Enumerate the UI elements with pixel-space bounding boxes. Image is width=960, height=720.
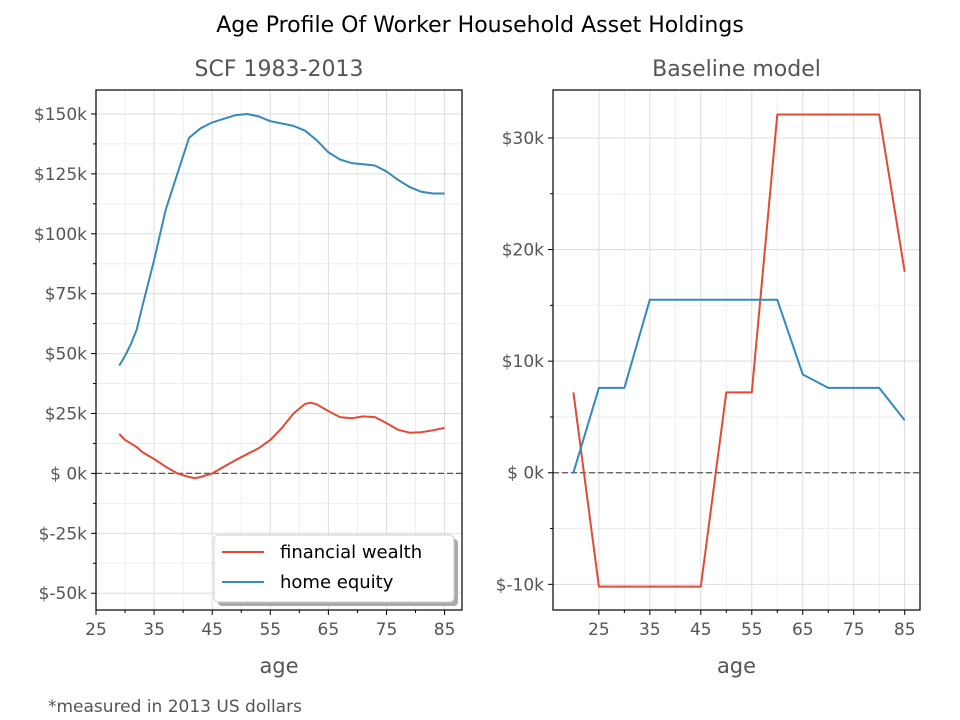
legend-box: [213, 534, 455, 603]
panel-2-x-axis-label: age: [717, 654, 756, 678]
series-line-home-equity: [572, 298, 906, 473]
y-tick-label: $50k: [45, 345, 87, 365]
legend: financial wealth home equity: [213, 534, 458, 606]
panel-1-major-grid: [96, 90, 462, 610]
x-tick-label: 35: [639, 620, 661, 640]
y-tick-label: $-25k: [39, 524, 88, 544]
x-tick-label: 75: [376, 620, 398, 640]
series-line-financial-wealth: [118, 401, 445, 480]
x-tick-label: 85: [894, 620, 916, 640]
figure-title: Age Profile Of Worker Household Asset Ho…: [216, 13, 744, 38]
y-tick-label: $ 0k: [50, 464, 87, 484]
panel-2-title: Baseline model: [652, 57, 821, 82]
y-tick-label: $25k: [45, 405, 87, 425]
panel-2-minor-grid: [553, 90, 920, 610]
y-tick-label: $-50k: [39, 584, 88, 604]
x-tick-label: 45: [690, 620, 712, 640]
x-tick-label: 45: [201, 620, 223, 640]
x-tick-label: 25: [85, 620, 107, 640]
legend-label-financial-wealth: financial wealth: [280, 542, 422, 563]
x-tick-label: 65: [792, 620, 814, 640]
panel-baseline-model: 25 35 45 55 65 75 85 $-10k $ 0k $10k $20k $30k Basel…: [496, 57, 921, 678]
legend-label-home-equity: home equity: [280, 572, 394, 593]
y-tick-label: $30k: [502, 129, 544, 149]
panel-1-x-axis-label: age: [259, 654, 298, 678]
x-tick-label: 55: [741, 620, 763, 640]
y-tick-label: $10k: [502, 352, 544, 372]
footnote: *measured in 2013 US dollars: [48, 697, 302, 717]
y-tick-label: $150k: [34, 105, 87, 125]
y-tick-label: $125k: [34, 165, 87, 185]
panel-1-minor-grid: [96, 90, 462, 610]
y-tick-label: $75k: [45, 285, 87, 305]
y-tick-label: $-10k: [496, 575, 545, 595]
series-line-financial-wealth: [572, 113, 906, 588]
x-tick-label: 85: [434, 620, 456, 640]
panel-2-major-grid: [553, 90, 920, 610]
panel-1-axes-frame: [95, 89, 463, 611]
panel-scf: 25 35 45 55 65 75 85 $-50k $-25k $ 0k $25k $50k $75k…: [34, 57, 463, 678]
y-tick-label: $ 0k: [507, 464, 544, 484]
panel-1-title: SCF 1983-2013: [195, 57, 364, 82]
panel-2-axes-frame: [552, 89, 921, 611]
y-tick-label: $20k: [502, 241, 544, 261]
series-line-home-equity: [118, 113, 445, 367]
y-tick-label: $100k: [34, 225, 87, 245]
x-tick-label: 55: [259, 620, 281, 640]
x-tick-label: 25: [588, 620, 610, 640]
x-tick-label: 75: [843, 620, 865, 640]
x-tick-label: 35: [143, 620, 165, 640]
x-tick-label: 65: [318, 620, 340, 640]
